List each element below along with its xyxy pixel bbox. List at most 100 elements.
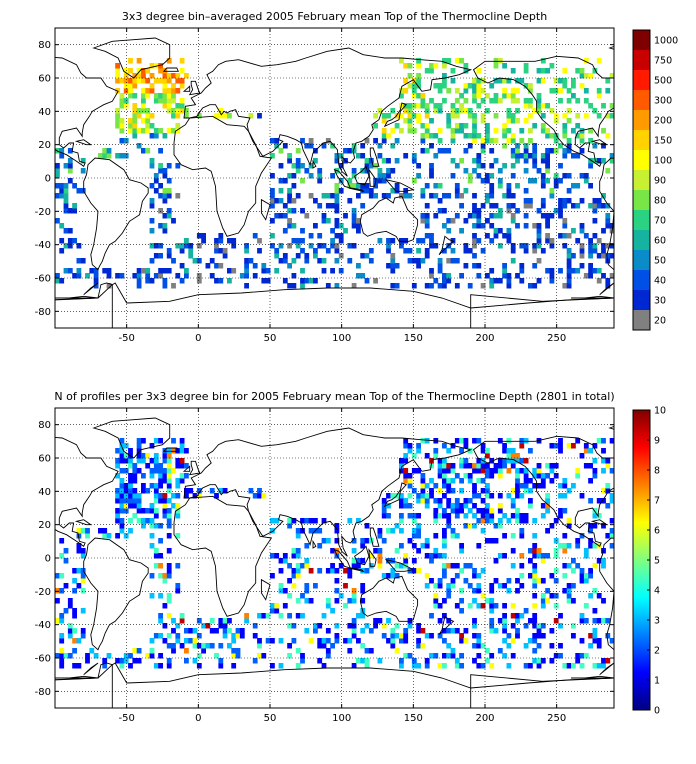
data-cell xyxy=(76,543,82,549)
data-cell xyxy=(411,488,417,494)
data-cell xyxy=(429,173,434,179)
data-cell xyxy=(321,213,327,219)
data-cell xyxy=(549,443,555,449)
data-cell xyxy=(360,583,366,589)
data-cell xyxy=(394,113,400,119)
data-cell xyxy=(424,483,430,489)
data-cell xyxy=(381,178,387,184)
data-cell xyxy=(214,263,219,269)
data-cell xyxy=(536,548,542,554)
data-cell xyxy=(510,243,516,249)
data-cell xyxy=(416,528,421,534)
data-cell xyxy=(317,568,323,574)
data-cell xyxy=(446,593,452,599)
data-cell xyxy=(390,238,396,244)
data-cell xyxy=(115,448,120,454)
data-cell xyxy=(145,68,151,74)
data-cell xyxy=(485,133,490,139)
data-cell xyxy=(63,608,69,614)
data-cell xyxy=(489,618,495,624)
data-cell xyxy=(433,593,439,599)
data-cell xyxy=(579,263,585,269)
data-cell xyxy=(158,538,163,544)
colorbar-gradient xyxy=(633,410,650,710)
data-cell xyxy=(601,438,606,444)
data-cell xyxy=(424,133,430,139)
data-cell xyxy=(549,658,555,664)
data-cell xyxy=(295,663,301,669)
data-cell xyxy=(313,518,318,524)
data-cell xyxy=(510,138,516,144)
data-cell xyxy=(515,618,520,624)
y-tick-label: -40 xyxy=(35,620,51,631)
data-cell xyxy=(149,473,155,479)
data-cell xyxy=(454,508,460,514)
data-cell xyxy=(287,223,292,229)
data-cell xyxy=(231,243,237,249)
data-cell xyxy=(506,228,512,234)
data-cell xyxy=(437,618,443,624)
data-cell xyxy=(472,263,477,269)
data-cell xyxy=(528,618,533,624)
data-cell xyxy=(429,238,434,244)
data-cell xyxy=(459,458,464,464)
data-cell xyxy=(506,493,512,499)
data-cell xyxy=(321,218,327,224)
data-cell xyxy=(360,628,366,634)
data-cell xyxy=(119,78,125,84)
data-cell xyxy=(162,638,168,644)
data-cell xyxy=(493,463,499,469)
data-cell xyxy=(476,88,482,94)
data-cell xyxy=(205,643,211,649)
data-cell xyxy=(308,163,314,169)
data-cell xyxy=(300,228,305,234)
data-cell xyxy=(153,98,159,104)
data-cell xyxy=(442,148,447,154)
data-cell xyxy=(420,628,426,634)
data-cell xyxy=(252,633,258,639)
coastline xyxy=(680,68,694,71)
data-cell xyxy=(558,203,563,209)
data-cell xyxy=(321,193,327,199)
data-cell xyxy=(489,513,495,519)
data-cell xyxy=(476,158,482,164)
data-cell xyxy=(403,118,409,124)
coastline xyxy=(182,465,191,472)
data-cell xyxy=(136,78,142,84)
data-cell xyxy=(308,518,314,524)
data-cell xyxy=(429,268,434,274)
data-cell xyxy=(485,138,490,144)
data-cell xyxy=(257,493,262,499)
data-cell xyxy=(394,523,400,529)
data-cell xyxy=(442,653,447,659)
data-cell xyxy=(553,653,559,659)
coastline xyxy=(188,460,201,476)
data-cell xyxy=(141,148,146,154)
data-cell xyxy=(282,228,288,234)
data-cell xyxy=(506,468,512,474)
data-cell xyxy=(558,543,563,549)
data-cell xyxy=(141,88,146,94)
data-cell xyxy=(579,243,585,249)
data-cell xyxy=(579,83,585,89)
data-cell xyxy=(562,153,568,159)
data-cell xyxy=(420,543,426,549)
data-cell xyxy=(454,213,460,219)
data-cell xyxy=(472,503,477,509)
data-cell xyxy=(485,518,490,524)
data-cell xyxy=(502,458,507,464)
data-cell xyxy=(274,553,280,559)
data-cell xyxy=(609,468,614,474)
data-cell xyxy=(325,648,331,654)
data-cell xyxy=(489,458,495,464)
coastline xyxy=(173,115,273,237)
data-cell xyxy=(67,653,73,659)
data-cell xyxy=(480,223,486,229)
data-cell xyxy=(334,243,340,249)
data-cell xyxy=(601,458,606,464)
data-cell xyxy=(429,63,434,69)
top-thermocline-depth-panel: 3x3 degree bin–averaged 2005 February me… xyxy=(0,0,696,380)
data-cell xyxy=(480,508,486,514)
data-cell xyxy=(115,153,120,159)
data-cell xyxy=(588,528,593,534)
